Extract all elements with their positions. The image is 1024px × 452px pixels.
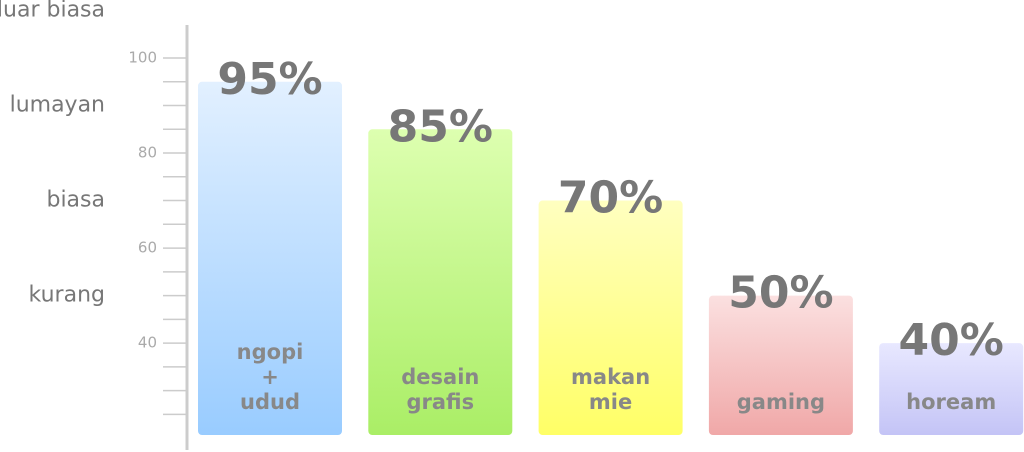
value-label: 70%	[558, 173, 663, 224]
value-label: 85%	[388, 101, 493, 152]
level-label: kurang	[29, 283, 105, 308]
y-tick-label: 100	[128, 49, 157, 67]
category-label: udud	[240, 390, 300, 414]
value-label: 50%	[728, 268, 833, 319]
value-label: 40%	[899, 315, 1004, 366]
level-label: lumayan	[10, 93, 105, 118]
level-label: luar biasa	[0, 0, 105, 23]
category-label: hoream	[906, 390, 996, 414]
category-label: desain	[401, 365, 479, 389]
y-tick-label: 40	[138, 334, 157, 352]
bar	[879, 343, 1024, 435]
bar	[198, 81, 342, 436]
category-label: grafis	[406, 390, 474, 414]
bar	[368, 129, 513, 435]
category-label: mie	[589, 390, 632, 414]
category-label: +	[261, 365, 279, 389]
value-label: 95%	[217, 54, 322, 105]
bar	[538, 200, 683, 435]
level-label: biasa	[46, 188, 105, 213]
bar	[708, 295, 853, 435]
category-label: gaming	[737, 390, 825, 414]
category-label: ngopi	[237, 340, 304, 364]
category-label: makan	[571, 365, 650, 389]
y-tick-label: 80	[138, 144, 157, 162]
y-tick-label: 60	[138, 239, 157, 257]
